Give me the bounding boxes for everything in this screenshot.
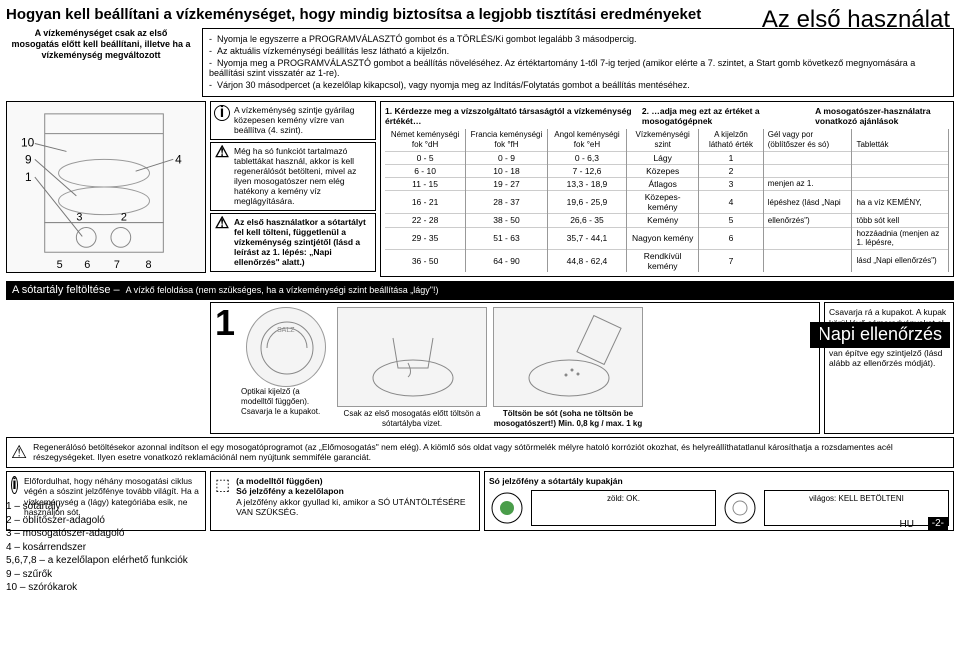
cap-salt-indicator: Só jelzőfény a sótartály kupakján zöld: …: [484, 471, 954, 531]
page-locale: HU: [900, 519, 914, 531]
warning-icon: [214, 217, 230, 233]
svg-text:SALZ: SALZ: [277, 327, 295, 334]
page-number: -2-: [928, 517, 948, 531]
svg-text:5: 5: [57, 259, 63, 271]
svg-text:3: 3: [76, 212, 82, 224]
salt-fill-heading: A sótartály feltöltése – A vízkő feloldá…: [6, 281, 954, 300]
table-row: 6 - 1010 - 187 - 12,6Közepes2: [385, 164, 949, 177]
instructions: -Nyomja le egyszerre a PROGRAMVÁLASZTÓ g…: [202, 28, 954, 97]
svg-text:7: 7: [114, 259, 120, 271]
table-row: 11 - 1519 - 2713,3 - 18,9Átlagos3menjen …: [385, 177, 949, 190]
salt-fill-step: 1 SALZ Optikai kijelző (a modelltől függ…: [210, 302, 820, 433]
cap-diagram: SALZ: [246, 307, 326, 387]
table-row: 36 - 5064 - 9044,8 - 62,4Rendkívül kemén…: [385, 249, 949, 272]
svg-text:6: 6: [84, 259, 90, 271]
first-use-heading: Az első használat: [762, 6, 950, 35]
svg-text:8: 8: [146, 259, 152, 271]
info-icon: i: [214, 105, 230, 121]
indicator-full-icon: [489, 490, 525, 526]
svg-text:4: 4: [175, 152, 182, 166]
panel-salt-indicator: ⬚ (a modelltől függően) Só jelzőfény a k…: [210, 471, 480, 531]
diagram-legend: 1 – sótartály 2 – öblítőszer-adagoló 3 –…: [6, 500, 188, 595]
table-row: 16 - 2128 - 3719,6 - 25,9Közepes-kemény4…: [385, 191, 949, 214]
step-number-1: 1: [215, 307, 235, 428]
svg-text:2: 2: [121, 212, 127, 224]
salt-regeneration-warning: ⚠ Regenerálósó betöltésekor azonnal indí…: [6, 437, 954, 469]
info-icon: i: [11, 476, 18, 494]
setup-note: A vízkeménységet csak az első mosogatás …: [6, 28, 196, 97]
table-row: 22 - 2838 - 5026,6 - 35Kemény5ellenőrzés…: [385, 214, 949, 227]
svg-text:10: 10: [21, 135, 35, 149]
svg-text:9: 9: [25, 152, 32, 166]
water-fill-diagram: [337, 307, 487, 407]
table-row: 29 - 3551 - 6335,7 - 44,1Nagyon kemény6h…: [385, 227, 949, 249]
warning-icon: ⚠: [11, 442, 27, 464]
info-default-hardness: i A vízkeménység szintje gyárilag közepe…: [210, 101, 376, 140]
salt-pour-diagram: [493, 307, 643, 407]
hardness-table: 1. Kérdezze meg a vízszolgáltató társasá…: [380, 101, 954, 277]
daily-check-heading: Napi ellenőrzés: [810, 322, 950, 348]
led-clear-label: világos: KELL BETÖLTENI: [764, 490, 949, 526]
warn-first-salt: Az első használatkor a sótartályt fel ke…: [210, 213, 376, 272]
indicator-empty-icon: [722, 490, 758, 526]
appliance-diagram: 10 9 1 4 3 2 5 6 7 8: [6, 101, 206, 273]
led-green-label: zöld: OK.: [531, 490, 716, 526]
salt-indicator-icon: ⬚: [215, 476, 230, 495]
table-row: 0 - 50 - 90 - 6,3Lágy1: [385, 151, 949, 164]
warn-tablets-salt: Még ha só funkciót tartalmazó tablettáka…: [210, 142, 376, 211]
warning-icon: [214, 146, 230, 162]
svg-text:1: 1: [25, 170, 32, 184]
